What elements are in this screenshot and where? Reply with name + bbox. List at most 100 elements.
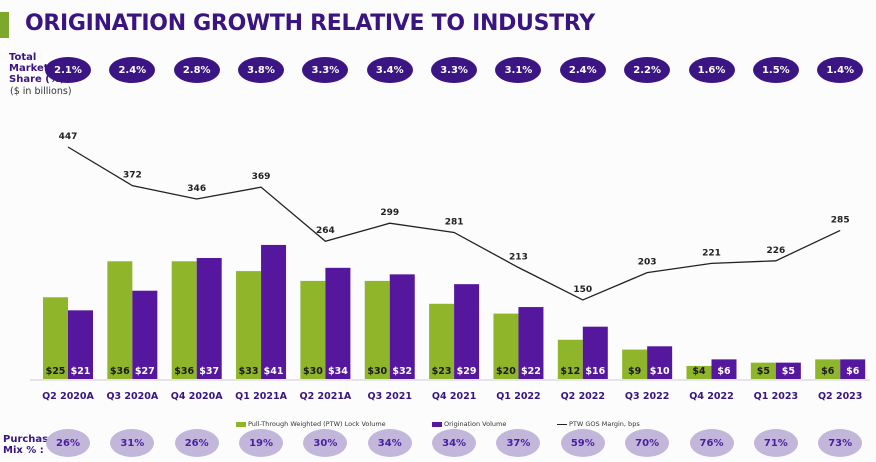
market-share-pill: 1.6%	[688, 57, 735, 83]
bar-origination	[775, 362, 801, 379]
market-share-pill: 3.3%	[431, 57, 478, 83]
x-tick-label: Q2 2022	[561, 391, 605, 402]
legend-item-ptw: Pull-Through Weighted (PTW) Lock Volume	[236, 420, 386, 428]
bar-origination	[711, 359, 737, 379]
page-title: ORIGINATION GROWTH RELATIVE TO INDUSTRY	[25, 11, 595, 36]
bar-label-ptw: $30	[367, 366, 387, 377]
legend-item-margin: PTW GOS Margin, bps	[557, 420, 640, 428]
line-data-label: 372	[123, 171, 142, 181]
bar-label-origination: $41	[264, 366, 284, 377]
market-share-pill: 2.4%	[109, 57, 156, 83]
purchase-mix-pill: 59%	[560, 429, 605, 457]
bar-label-origination: $6	[717, 366, 731, 377]
market-share-pill: 3.4%	[366, 57, 413, 83]
line-gos-margin	[67, 146, 841, 301]
bar-label-origination: $32	[392, 366, 412, 377]
line-data-label: 264	[316, 226, 335, 236]
bar-ptw	[815, 359, 841, 379]
bar-label-origination: $29	[457, 366, 477, 377]
purchase-mix-pill: 73%	[818, 429, 863, 457]
x-tick-label: Q1 2021A	[235, 391, 287, 402]
bar-origination	[196, 258, 222, 379]
bar-label-ptw: $6	[821, 366, 835, 377]
bar-ptw	[622, 349, 648, 379]
legend-label-margin: PTW GOS Margin, bps	[569, 420, 640, 428]
market-share-label-line: Total	[9, 52, 37, 63]
bar-label-origination: $21	[71, 366, 91, 377]
bar-label-origination: $5	[782, 366, 795, 377]
bar-origination	[389, 274, 415, 379]
market-share-pill: 1.5%	[752, 57, 799, 83]
bar-label-ptw: $12	[560, 366, 580, 377]
bar-origination	[582, 326, 608, 379]
bar-ptw	[493, 313, 519, 379]
bar-label-ptw: $36	[174, 366, 194, 377]
x-tick-label: Q1 2022	[496, 391, 540, 402]
legend-label-origination: Origination Volume	[444, 420, 507, 428]
purchase-mix-label-line: Purchase	[3, 434, 55, 445]
bar-label-ptw: $33	[239, 366, 259, 377]
legend-swatch-ptw	[236, 421, 246, 427]
bar-ptw	[171, 261, 197, 379]
bar-origination	[647, 346, 673, 379]
legend-item-origination: Origination Volume	[432, 420, 506, 428]
bar-label-origination: $37	[199, 366, 219, 377]
bar-ptw	[557, 339, 583, 379]
line-data-label: 447	[59, 132, 78, 142]
market-share-label-line: Market	[9, 63, 49, 74]
bar-ptw	[43, 297, 68, 379]
units-label: ($ in billions)	[10, 86, 72, 97]
x-tick-label: Q4 2022	[689, 391, 733, 402]
purchase-mix-pill: 26%	[46, 429, 90, 457]
x-tick-label: Q2 2023	[818, 391, 862, 402]
legend-label-ptw: Pull-Through Weighted (PTW) Lock Volume	[248, 420, 386, 428]
bar-label-ptw: $23	[432, 366, 452, 377]
bar-ptw	[300, 280, 326, 379]
x-tick-label: Q3 2021	[368, 391, 412, 402]
bar-origination	[840, 359, 866, 379]
bar-origination	[325, 267, 351, 379]
x-tick-label: Q4 2020A	[171, 391, 223, 402]
market-share-pill: 2.4%	[559, 57, 606, 83]
line-data-label: 221	[702, 248, 721, 258]
bar-label-ptw: $5	[757, 366, 770, 377]
market-share-label: Total Market Share (%)	[9, 52, 64, 85]
market-share-pill: 1.4%	[817, 57, 864, 83]
bar-label-origination: $27	[135, 366, 155, 377]
x-tick-label: Q2 2020A	[42, 391, 94, 402]
bar-label-origination: $16	[585, 366, 605, 377]
line-data-label: 203	[638, 258, 657, 268]
line-data-label: 369	[252, 172, 271, 182]
purchase-mix-pill: 37%	[496, 429, 541, 457]
legend-swatch-margin	[557, 423, 567, 425]
market-share-pill: 3.1%	[495, 57, 542, 83]
purchase-mix-label-line: Mix % :	[3, 445, 44, 456]
bar-label-ptw: $30	[303, 366, 323, 377]
bar-origination	[132, 290, 158, 379]
purchase-mix-pill: 31%	[110, 429, 155, 457]
bar-label-ptw: $20	[496, 366, 516, 377]
market-share-pill: 3.3%	[302, 57, 349, 83]
line-data-label: 226	[766, 246, 785, 256]
purchase-mix-pill: 30%	[303, 429, 348, 457]
market-share-label-line: Share (%)	[9, 74, 65, 85]
market-share-pill: 3.8%	[238, 57, 285, 83]
line-data-label: 285	[831, 215, 850, 225]
legend-swatch-origination	[432, 421, 442, 427]
x-tick-label: Q3 2020A	[106, 391, 158, 402]
purchase-mix-label: Purchase Mix % :	[3, 434, 55, 456]
bar-origination	[68, 310, 93, 379]
x-tick-label: Q4 2021	[432, 391, 476, 402]
bar-ptw	[107, 261, 133, 379]
bar-label-origination: $6	[846, 366, 860, 377]
market-share-pill: 2.1%	[45, 57, 91, 83]
bar-ptw	[364, 280, 390, 379]
purchase-mix-pill: 34%	[432, 429, 477, 457]
bar-label-ptw: $9	[628, 366, 641, 377]
line-data-label: 299	[380, 208, 399, 218]
purchase-mix-pill: 70%	[625, 429, 670, 457]
x-tick-label: Q1 2023	[754, 391, 798, 402]
x-tick-label: Q2 2021A	[300, 391, 352, 402]
bar-label-ptw: $25	[46, 366, 66, 377]
